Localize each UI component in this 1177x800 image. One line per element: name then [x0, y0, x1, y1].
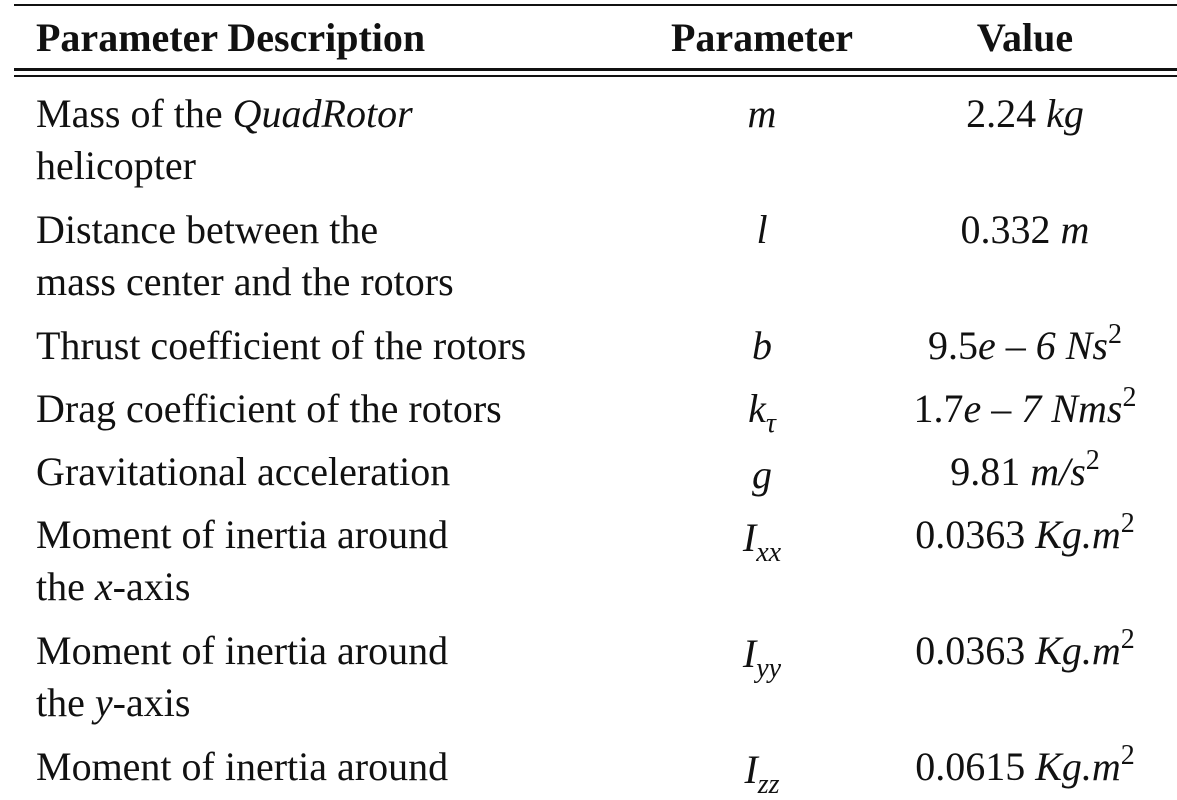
value-superscript: 2 [1085, 445, 1100, 476]
value-number: 0.0363 [915, 512, 1036, 557]
table-row-izz-description: Moment of inertia around [36, 744, 449, 789]
desc-line-2: mass center and the rotors [36, 259, 454, 304]
value-superscript: 2 [1108, 319, 1122, 350]
value-superscript: 2 [1120, 624, 1135, 655]
table-row-mass-description: Mass of the QuadRotor helicopter [36, 88, 413, 192]
value-number: 1.7 [913, 386, 964, 431]
value-exponent: e – 7 [963, 386, 1052, 431]
desc-text: the [36, 680, 95, 725]
table-row-ixx-description: Moment of inertia around the x-axis [36, 509, 448, 613]
table-row-gravity-value: 9.81 m/s2 [895, 446, 1155, 498]
value-number: 0.0615 [915, 744, 1036, 789]
symbol-base: k [748, 386, 766, 431]
header-parameter: Parameter [670, 15, 854, 60]
desc-italic-text: x [94, 564, 113, 609]
value-unit: Kg.m [1035, 512, 1121, 557]
value-superscript: 2 [1120, 508, 1135, 539]
table-row-iyy-symbol: Iyy [662, 628, 862, 683]
desc-italic-text: y [94, 680, 113, 725]
table-row-drag-symbol: kτ [662, 383, 862, 438]
table-row-thrust-symbol: b [752, 323, 772, 368]
value-superscript: 2 [1122, 382, 1137, 413]
header-description: Parameter Description [36, 15, 426, 60]
header-double-rule-upper [14, 68, 1177, 71]
table-top-rule [14, 4, 1177, 6]
symbol-subscript: yy [756, 653, 782, 684]
symbol-subscript: zz [757, 769, 780, 800]
table-row-gravity-description: Gravitational acceleration [36, 449, 451, 494]
desc-text: Mass of the [36, 91, 233, 136]
header-value: Value [976, 15, 1074, 60]
value-superscript: 2 [1120, 740, 1135, 771]
value-exponent: e – 6 [977, 323, 1066, 368]
table-row-mass-value: 2.24 kg [895, 88, 1155, 140]
table-row-thrust-value: 9.5e – 6 Ns2 [895, 320, 1155, 372]
value-unit: Kg.m [1035, 744, 1121, 789]
value-number: 9.5 [927, 323, 978, 368]
table-row-iyy-description: Moment of inertia around the y-axis [36, 625, 448, 729]
table-row-thrust-description: Thrust coefficient of the rotors [36, 323, 527, 368]
value-number: 9.81 [950, 449, 1031, 494]
value-number: 0.0363 [915, 628, 1036, 673]
table-row-izz-value: 0.0615 Kg.m2 [895, 741, 1155, 793]
value-unit: Ns [1065, 323, 1108, 368]
desc-line-1: Distance between the [36, 207, 379, 252]
table-row-mass-symbol: m [747, 91, 777, 136]
header-double-rule-lower [14, 75, 1177, 77]
desc-line-1: Moment of inertia around [36, 628, 449, 673]
desc-line-1: Moment of inertia around [36, 512, 449, 557]
value-unit: m/s [1030, 449, 1086, 494]
desc-text: -axis [112, 564, 191, 609]
table-row-distance-symbol: l [756, 207, 768, 252]
table-row-ixx-symbol: Ixx [662, 512, 862, 567]
desc-line-2: helicopter [36, 143, 196, 188]
desc-text: -axis [112, 680, 191, 725]
value-unit: Nms [1051, 386, 1123, 431]
table-row-distance-description: Distance between the mass center and the… [36, 204, 454, 308]
symbol-subscript: xx [756, 537, 782, 568]
value-number: 2.24 [966, 91, 1047, 136]
value-unit: m [1060, 207, 1090, 252]
value-unit: Kg.m [1035, 628, 1121, 673]
table-row-ixx-value: 0.0363 Kg.m2 [895, 509, 1155, 561]
table-row-distance-value: 0.332 m [895, 204, 1155, 256]
table-row-gravity-symbol: g [752, 452, 772, 497]
table-row-iyy-value: 0.0363 Kg.m2 [895, 625, 1155, 677]
desc-italic-text: QuadRotor [232, 91, 413, 136]
symbol-base: I [744, 747, 758, 792]
symbol-base: I [742, 631, 757, 676]
value-number: 0.332 [960, 207, 1061, 252]
table-row-drag-value: 1.7e – 7 Nms2 [895, 383, 1155, 435]
symbol-base: I [742, 515, 757, 560]
table-row-izz-symbol: Izz [662, 744, 862, 799]
table-row-drag-description: Drag coefficient of the rotors [36, 386, 502, 431]
desc-text: the [36, 564, 95, 609]
symbol-subscript: τ [765, 408, 776, 439]
value-unit: kg [1046, 91, 1084, 136]
